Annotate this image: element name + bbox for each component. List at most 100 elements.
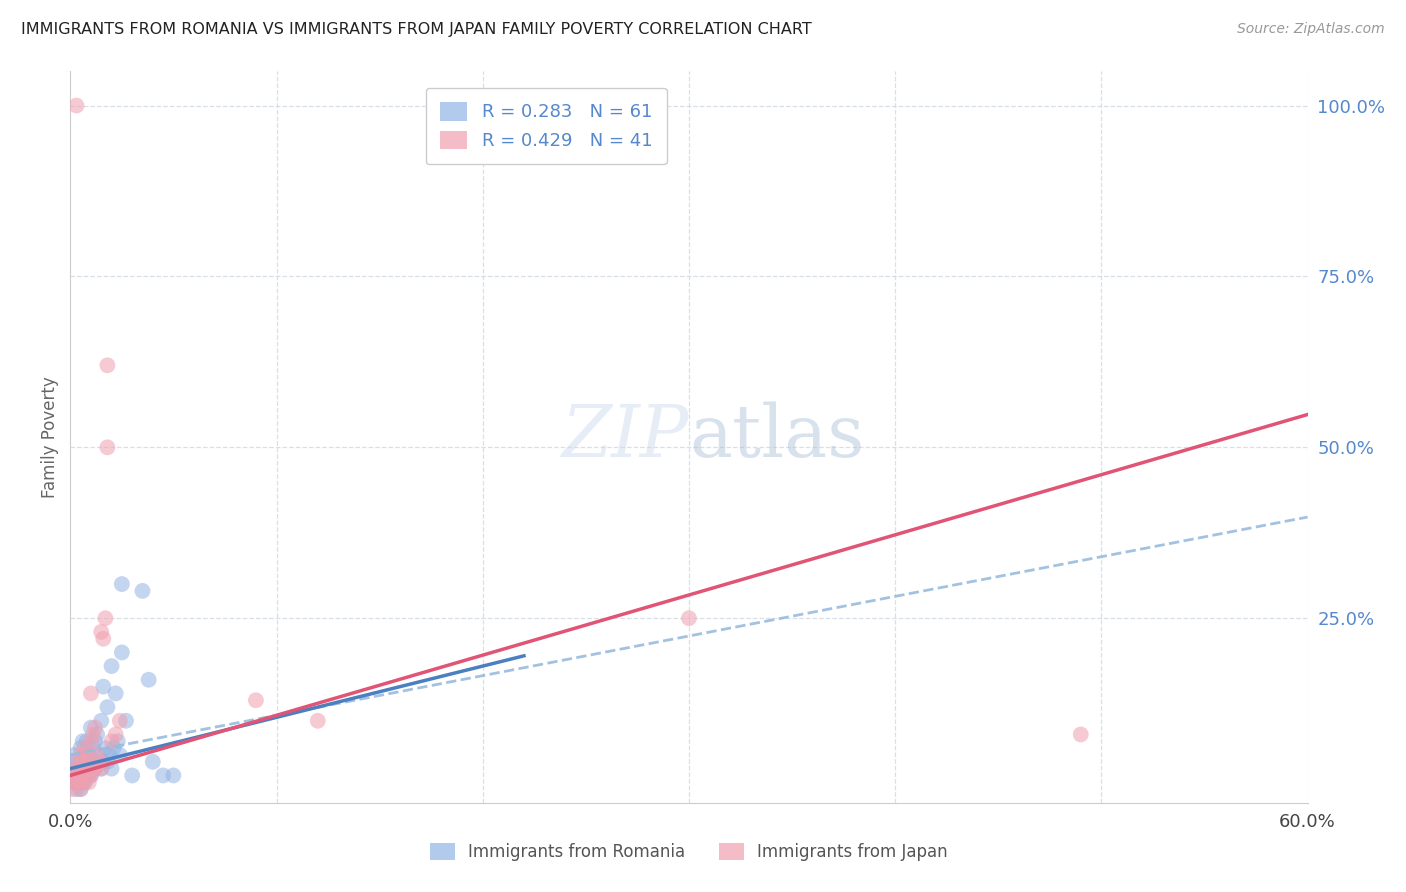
Point xyxy=(63,762,86,776)
Point xyxy=(80,768,103,782)
Point xyxy=(142,755,165,769)
Point xyxy=(77,768,100,782)
Point xyxy=(73,747,96,762)
Point xyxy=(76,768,98,782)
Point xyxy=(60,768,83,782)
Point xyxy=(65,98,87,112)
Point xyxy=(72,775,94,789)
Point xyxy=(65,768,87,782)
Point xyxy=(67,755,90,769)
Point xyxy=(84,762,107,776)
Text: IMMIGRANTS FROM ROMANIA VS IMMIGRANTS FROM JAPAN FAMILY POVERTY CORRELATION CHAR: IMMIGRANTS FROM ROMANIA VS IMMIGRANTS FR… xyxy=(21,22,811,37)
Point xyxy=(67,775,90,789)
Point xyxy=(152,768,174,782)
Point xyxy=(69,768,91,782)
Point xyxy=(107,734,129,748)
Point xyxy=(63,768,86,782)
Point xyxy=(108,747,131,762)
Point xyxy=(77,755,100,769)
Point xyxy=(76,768,98,782)
Point xyxy=(69,775,91,789)
Point xyxy=(80,734,103,748)
Point xyxy=(86,727,108,741)
Point xyxy=(73,775,96,789)
Point xyxy=(72,755,94,769)
Point xyxy=(80,755,103,769)
Point xyxy=(91,680,114,694)
Point xyxy=(86,755,108,769)
Point xyxy=(72,762,94,776)
Point xyxy=(131,583,153,598)
Point xyxy=(89,755,111,769)
Point xyxy=(69,747,91,762)
Point xyxy=(84,762,107,776)
Point xyxy=(77,747,100,762)
Point xyxy=(73,775,96,789)
Point xyxy=(111,577,134,591)
Point xyxy=(80,686,103,700)
Point xyxy=(73,741,96,756)
Point xyxy=(65,775,87,789)
Text: atlas: atlas xyxy=(689,401,865,473)
Point xyxy=(72,768,94,782)
Point xyxy=(65,782,87,797)
Point xyxy=(60,775,83,789)
Point xyxy=(121,768,143,782)
Point xyxy=(96,359,118,373)
Point xyxy=(91,755,114,769)
Point xyxy=(73,762,96,776)
Point xyxy=(63,775,86,789)
Point xyxy=(1070,727,1092,741)
Point xyxy=(115,714,138,728)
Point xyxy=(100,762,122,776)
Text: Source: ZipAtlas.com: Source: ZipAtlas.com xyxy=(1237,22,1385,37)
Point xyxy=(67,762,90,776)
Y-axis label: Family Poverty: Family Poverty xyxy=(41,376,59,498)
Point xyxy=(96,440,118,454)
Point xyxy=(678,611,700,625)
Point xyxy=(86,747,108,762)
Point xyxy=(100,734,122,748)
Point xyxy=(90,714,112,728)
Point xyxy=(80,768,103,782)
Point xyxy=(65,755,87,769)
Point xyxy=(67,768,90,782)
Point xyxy=(63,775,86,789)
Point xyxy=(90,762,112,776)
Legend: Immigrants from Romania, Immigrants from Japan: Immigrants from Romania, Immigrants from… xyxy=(423,836,955,868)
Point xyxy=(80,721,103,735)
Point xyxy=(111,645,134,659)
Point xyxy=(65,775,87,789)
Point xyxy=(108,714,131,728)
Point xyxy=(69,782,91,797)
Point xyxy=(100,659,122,673)
Point xyxy=(89,747,111,762)
Point xyxy=(104,727,127,741)
Point xyxy=(96,700,118,714)
Point xyxy=(90,762,112,776)
Point xyxy=(84,721,107,735)
Point xyxy=(69,782,91,797)
Point xyxy=(94,611,117,625)
Point xyxy=(138,673,160,687)
Point xyxy=(82,762,104,776)
Point xyxy=(76,734,98,748)
Point xyxy=(69,741,91,756)
Point xyxy=(103,741,125,756)
Point xyxy=(94,741,117,756)
Point xyxy=(96,755,118,769)
Point xyxy=(72,768,94,782)
Point xyxy=(82,727,104,741)
Point xyxy=(65,762,87,776)
Point xyxy=(69,775,91,789)
Point xyxy=(98,747,121,762)
Point xyxy=(76,755,98,769)
Point xyxy=(90,624,112,639)
Point xyxy=(72,734,94,748)
Point xyxy=(245,693,267,707)
Point xyxy=(82,741,104,756)
Point xyxy=(84,734,107,748)
Point xyxy=(91,632,114,646)
Text: ZIP: ZIP xyxy=(561,401,689,473)
Point xyxy=(77,775,100,789)
